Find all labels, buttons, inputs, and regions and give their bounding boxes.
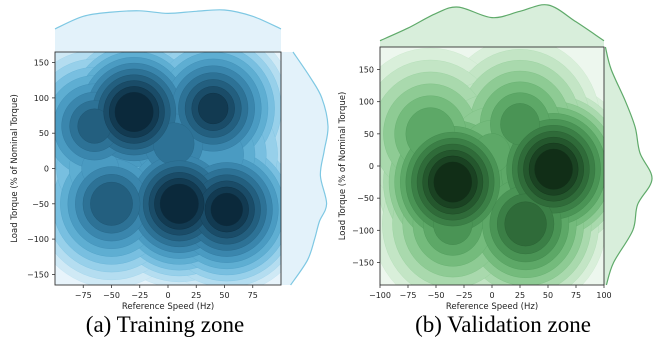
x-tick-label: 0 [165, 291, 170, 300]
density-level-10-peak-2 [198, 92, 229, 125]
x-axis-label: Reference Speed (Hz) [122, 302, 214, 312]
density-level-8-peak-6 [90, 181, 133, 226]
density-level-8-peak-2 [504, 201, 547, 247]
y-tick-label: −50 [357, 194, 374, 203]
x-tick-label: −75 [75, 291, 92, 300]
y-tick-label: −150 [27, 270, 49, 279]
marginal-x-curve [54, 9, 282, 30]
marginal-y-fill [604, 47, 653, 285]
marginal-y-curve [604, 46, 653, 286]
x-tick-label: 25 [191, 291, 201, 300]
caption-training-zone: (a) Training zone [85, 312, 245, 337]
x-tick-label: −100 [369, 291, 391, 300]
marginal-x-curve [379, 4, 605, 42]
x-tick-label: 75 [571, 291, 581, 300]
x-tick-label: 50 [219, 291, 229, 300]
x-tick-label: −50 [103, 291, 120, 300]
y-tick-label: −150 [352, 258, 374, 267]
x-tick-label: −75 [400, 291, 417, 300]
x-tick-label: 25 [515, 291, 525, 300]
marginal-y-fill [281, 52, 329, 285]
y-tick-label: 150 [34, 59, 49, 68]
caption-validation-zone: (b) Validation zone [415, 312, 591, 337]
y-tick-label: −100 [27, 235, 49, 244]
x-tick-label: 75 [248, 291, 258, 300]
y-tick-label: −100 [352, 226, 374, 235]
x-axis-label: Reference Speed (Hz) [446, 302, 538, 312]
density-contours [380, 47, 604, 285]
marginal-y-curve [290, 51, 329, 286]
y-tick-label: −50 [32, 200, 49, 209]
y-tick-label: 50 [39, 129, 49, 138]
marginal-x-fill [380, 4, 604, 47]
density-level-11-peak-0 [114, 91, 154, 133]
density-level-11-peak-4 [159, 183, 199, 224]
y-axis-label: Load Torque (% of Nominal Torque) [338, 92, 348, 241]
density-contours [55, 52, 281, 285]
density-level-11-peak-1 [534, 148, 573, 190]
y-tick-label: 0 [369, 162, 374, 171]
y-tick-label: 150 [359, 66, 374, 75]
x-tick-label: −50 [428, 291, 445, 300]
y-tick-label: 50 [364, 130, 374, 139]
marginal-x-fill [55, 9, 281, 52]
y-tick-label: 0 [44, 165, 49, 174]
x-tick-label: 100 [596, 291, 611, 300]
x-tick-label: 50 [543, 291, 553, 300]
x-tick-label: −25 [456, 291, 473, 300]
chart-panel-validation-zone: −100 −75 −50 −25 0 25 50 75 100 −150 −100 −50 0 50 100… [338, 4, 653, 312]
chart-panel-training-zone: −75 −50 −25 0 25 50 75 −150 −100 −50 0 50 100 150 Refe… [10, 9, 329, 312]
density-level-11-peak-0 [433, 161, 473, 203]
density-level-11-peak-5 [210, 192, 243, 227]
y-axis-label: Load Torque (% of Nominal Torque) [10, 94, 20, 243]
x-tick-label: 0 [489, 291, 494, 300]
x-tick-label: −25 [131, 291, 148, 300]
y-tick-label: 100 [34, 94, 49, 103]
y-tick-label: 100 [359, 98, 374, 107]
